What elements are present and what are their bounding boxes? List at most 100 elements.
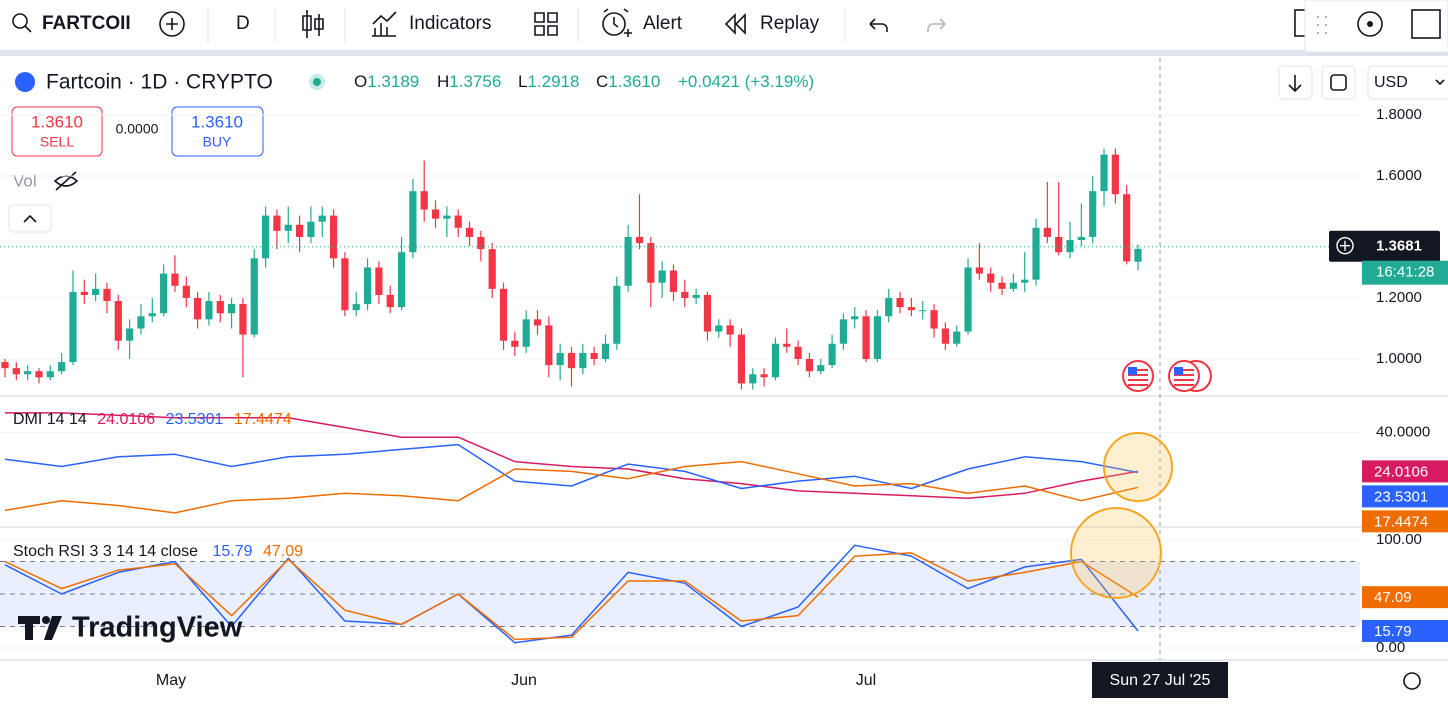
buy-button[interactable]: 1.3610 BUY — [171, 106, 264, 157]
target-button[interactable] — [1357, 11, 1383, 37]
candle-body — [1, 362, 9, 369]
price-tag-label: 17.4474 — [1374, 513, 1428, 530]
change: +0.0421 (+3.19%) — [678, 72, 814, 91]
candle-body — [12, 368, 20, 375]
candle-body — [35, 371, 43, 378]
candle-body — [431, 209, 440, 219]
floating-toolbar — [1304, 0, 1448, 53]
event-flag[interactable] — [1122, 360, 1154, 392]
reset-icon — [1330, 74, 1347, 91]
candle-body — [171, 273, 179, 286]
adx-value: 24.0106 — [97, 411, 155, 428]
indicator-line — [4, 443, 1139, 490]
candle-body — [533, 319, 542, 326]
candle-body — [58, 362, 66, 372]
settings-button[interactable] — [1403, 672, 1421, 690]
price-tag-label: 47.09 — [1374, 589, 1412, 606]
buy-price: 1.3610 — [191, 112, 243, 131]
ohlc-legend: O1.3189 H1.3756 L1.2918 C1.3610 +0.0421 … — [354, 72, 814, 91]
interval[interactable]: D — [236, 13, 250, 34]
flag-stripes — [1174, 369, 1194, 386]
indicators-button[interactable]: Indicators — [372, 11, 491, 37]
search-icon — [12, 13, 28, 29]
compare-button[interactable] — [159, 11, 185, 37]
candle-body — [919, 310, 927, 312]
candle-body — [647, 243, 655, 283]
alert-icon-detail — [603, 8, 632, 37]
y-tick-label: 1.0000 — [1376, 350, 1422, 367]
undo-button[interactable] — [869, 18, 888, 32]
candle-body — [522, 319, 530, 347]
layouts-button[interactable] — [534, 12, 558, 36]
price-tag — [1362, 460, 1448, 483]
ohlc-key: C — [596, 72, 608, 91]
candle-body — [295, 224, 304, 237]
candle-body — [194, 297, 202, 320]
price-tag-label: 24.0106 — [1374, 463, 1428, 480]
candle-body — [114, 301, 122, 341]
candle-body — [658, 270, 666, 283]
ohlc-key: L — [518, 72, 527, 91]
candle-body — [307, 221, 315, 237]
ohlc-key: H — [437, 72, 449, 91]
candle-body — [1111, 154, 1119, 195]
candle-icon — [302, 10, 324, 38]
alert-button[interactable]: Alert — [602, 8, 683, 37]
watermark-text: TradingView — [72, 612, 243, 644]
countdown-tag — [1362, 260, 1448, 285]
reset-button[interactable] — [1321, 65, 1356, 100]
frame-button[interactable] — [1411, 9, 1441, 39]
candle-body — [92, 288, 100, 295]
replay-icon — [724, 13, 746, 35]
collapse-icon — [23, 214, 37, 223]
candle-body — [250, 258, 258, 335]
event-flag[interactable] — [1168, 360, 1212, 392]
currency-button[interactable] — [1367, 65, 1448, 100]
candle-body — [715, 325, 723, 332]
candle-body — [771, 343, 780, 378]
candle-body — [953, 331, 961, 344]
plot-area: 1.8000 1.6000 1.2000 1.0000 1.3681 16:41:28 40… — [0, 106, 1448, 656]
candle-body — [1021, 279, 1029, 283]
vol-label: Vol — [13, 171, 37, 190]
candle-body — [160, 273, 168, 314]
candle-body — [590, 352, 598, 359]
candle-body — [341, 258, 349, 311]
candle-body — [817, 365, 825, 372]
candle-body — [783, 343, 791, 347]
candle-body — [443, 215, 451, 219]
chart-type-button[interactable] — [302, 10, 324, 38]
candle-body — [137, 316, 145, 329]
ohlc-value: 1.3610 — [608, 72, 660, 91]
candle-body — [941, 328, 949, 344]
redo-button[interactable] — [927, 18, 946, 32]
candle-body — [1055, 236, 1063, 253]
candle-body — [205, 301, 213, 320]
candle-body — [885, 297, 893, 317]
dmi-title: DMI 14 14 — [13, 411, 87, 428]
candle-body — [896, 297, 904, 308]
hidden-eye-icon[interactable] — [53, 171, 79, 191]
symbol-search[interactable]: FARTCOII — [12, 13, 131, 34]
crosshair-price: 1.3681 — [1376, 238, 1422, 255]
candle-body — [907, 307, 915, 311]
y-tick-label: 40.0000 — [1376, 423, 1430, 440]
candle-body — [239, 304, 247, 335]
y-tick-label: 100.00 — [1376, 531, 1422, 548]
candle-body — [964, 267, 972, 332]
sell-button[interactable]: 1.3610 SELL — [11, 106, 103, 157]
indicator-line — [4, 552, 1139, 641]
candle-body — [1100, 154, 1108, 192]
add-icon — [1340, 240, 1350, 251]
candle-body — [692, 294, 700, 298]
candle-body — [635, 236, 644, 244]
replay-button[interactable]: Replay — [724, 13, 820, 35]
crosshair-time: Sun 27 Jul '25 — [1110, 672, 1211, 689]
y-tick-label: 1.6000 — [1376, 167, 1422, 184]
collapse-button[interactable] — [8, 204, 52, 233]
buy-box — [171, 106, 264, 157]
price-tag — [1362, 485, 1448, 508]
x-tick-label: Jul — [856, 672, 876, 689]
plus-di-value: 23.5301 — [166, 411, 224, 428]
spread: 0.0000 — [116, 121, 159, 137]
